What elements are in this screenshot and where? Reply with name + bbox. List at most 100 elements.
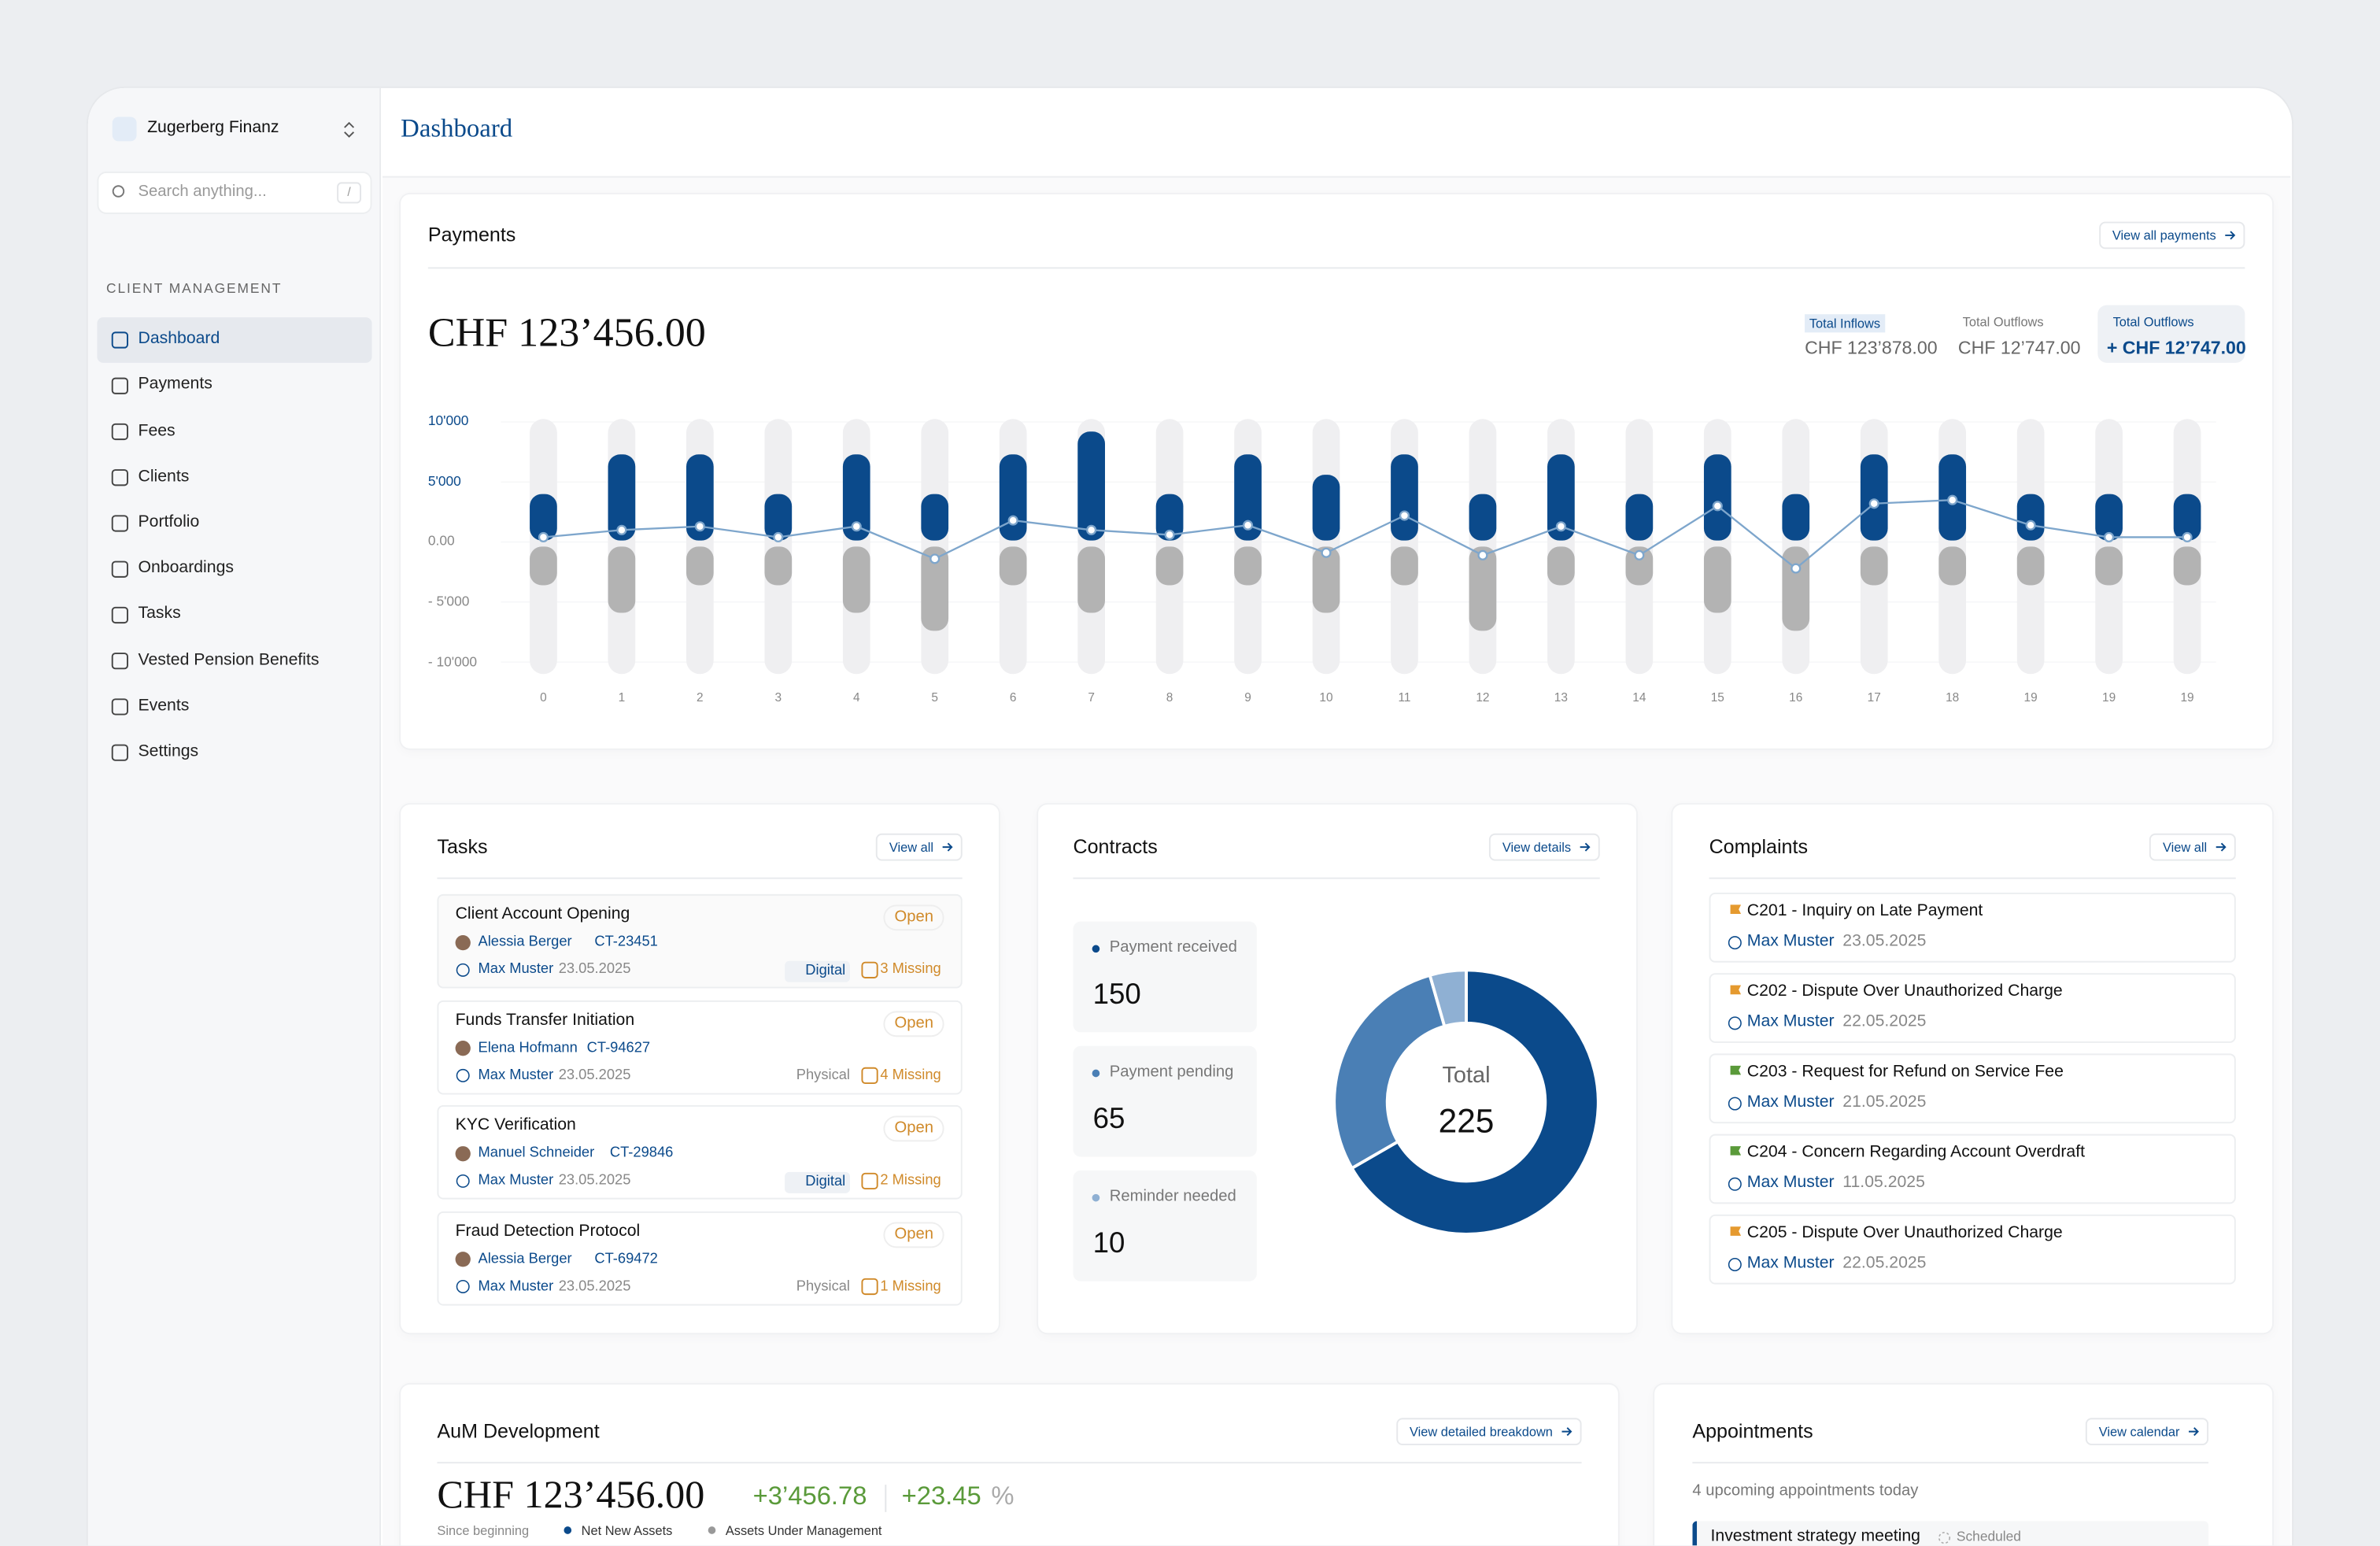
sidebar	[87, 87, 382, 1546]
complaint-item[interactable]	[1709, 892, 2236, 963]
nav-item[interactable]: Onboardings	[138, 559, 234, 578]
y-tick-label: 0.00	[427, 533, 455, 549]
card-title: AuM Development	[437, 1419, 600, 1443]
y-tick-label: 5'000	[427, 473, 461, 489]
search-box[interactable]	[97, 171, 372, 214]
complaint-date: 22.05.2025	[1842, 1254, 1927, 1273]
complaint-date: 21.05.2025	[1842, 1093, 1927, 1112]
x-tick-label: 16	[1789, 690, 1803, 705]
complaint-title: C201 - Inquiry on Late Payment	[1746, 901, 1983, 921]
divider	[437, 1462, 1582, 1464]
complaint-item[interactable]	[1709, 1214, 2236, 1285]
link-button[interactable]: View calendar	[2085, 1418, 2209, 1445]
link-button[interactable]: View all	[875, 833, 963, 861]
complaint-date: 23.05.2025	[1842, 932, 1927, 951]
card-title: Contracts	[1073, 834, 1158, 858]
task-item[interactable]	[437, 1211, 963, 1305]
contract-stat	[1073, 1045, 1257, 1157]
org-icon	[112, 117, 137, 142]
appointment-status: Scheduled	[1956, 1529, 2021, 1545]
separator	[885, 1485, 887, 1512]
card-title: Complaints	[1709, 834, 1808, 858]
link-button[interactable]: View details	[1488, 833, 1600, 861]
x-tick-label: 13	[1554, 690, 1568, 705]
x-tick-label: 4	[852, 690, 860, 705]
assignee: Max Muster	[478, 1278, 554, 1295]
task-title: Fraud Detection Protocol	[455, 1221, 641, 1241]
complaint-date: 11.05.2025	[1842, 1174, 1925, 1193]
legend-label: Net New Assets	[581, 1522, 673, 1538]
divider	[437, 877, 963, 879]
assignee: Max Muster	[478, 1067, 554, 1084]
card	[1654, 1384, 2273, 1546]
missing-docs: 2 Missing	[880, 1172, 941, 1189]
org-name: Zugerberg Finanz	[147, 118, 279, 137]
complaint-item[interactable]	[1709, 1053, 2236, 1124]
x-tick-label: 7	[1088, 690, 1095, 705]
appointments-subtitle: 4 upcoming appointments today	[1692, 1482, 1919, 1501]
stat-highlight	[2097, 305, 2245, 363]
card-title: Appointments	[1692, 1419, 1813, 1443]
complaint-item[interactable]	[1709, 973, 2236, 1043]
nav-item[interactable]: Settings	[138, 742, 199, 761]
client-id: CT-94627	[586, 1039, 651, 1056]
nav-item[interactable]: Payments	[138, 375, 213, 394]
x-tick-label: 8	[1166, 690, 1173, 705]
x-tick-label: 19	[2102, 690, 2116, 705]
client-name: Alessia Berger	[478, 934, 572, 951]
nav-item[interactable]: Fees	[138, 421, 176, 440]
task-status: Open	[884, 1222, 944, 1248]
link-button[interactable]: View all	[2149, 833, 2236, 861]
task-item[interactable]	[437, 999, 963, 1094]
link-button[interactable]: View all payments	[2098, 221, 2245, 250]
x-tick-label: 14	[1632, 690, 1646, 705]
x-tick-label: 19	[2023, 690, 2038, 705]
section-label: CLIENT MANAGEMENT	[105, 281, 283, 297]
assignee: Max Muster	[1746, 1012, 1835, 1031]
task-date: 23.05.2025	[558, 1067, 631, 1084]
appointment-item[interactable]	[1692, 1521, 2209, 1546]
stat-label: Payment pending	[1109, 1063, 1234, 1082]
divider	[1709, 877, 2236, 879]
y-tick-label: - 5'000	[427, 594, 470, 609]
x-tick-label: 12	[1476, 690, 1490, 705]
nav-item[interactable]: Vested Pension Benefits	[138, 650, 320, 669]
stat-value: 150	[1092, 979, 1141, 1012]
legend-label: Assets Under Management	[725, 1522, 882, 1538]
complaint-item[interactable]	[1709, 1134, 2236, 1204]
task-date: 23.05.2025	[558, 1172, 631, 1189]
stat-label: Total Outflows	[1962, 313, 2044, 329]
card-title: Payments	[427, 223, 516, 246]
stat-value: + CHF 12’747.00	[2106, 336, 2246, 358]
card	[401, 804, 999, 1333]
channel: Physical	[796, 1278, 850, 1295]
link-button[interactable]: View detailed breakdown	[1395, 1418, 1582, 1445]
missing-docs: 4 Missing	[880, 1067, 941, 1084]
task-status: Open	[884, 1011, 944, 1037]
contract-stat	[1073, 1170, 1257, 1282]
card-title: Tasks	[437, 834, 488, 858]
stat-label: Payment received	[1109, 938, 1237, 957]
x-tick-label: 1	[618, 690, 626, 705]
complaint-date: 22.05.2025	[1842, 1012, 1927, 1031]
x-tick-label: 11	[1398, 690, 1411, 705]
assignee: Max Muster	[1746, 932, 1835, 951]
complaint-title: C205 - Dispute Over Unauthorized Charge	[1746, 1223, 2063, 1242]
nav-item[interactable]: Tasks	[138, 605, 181, 623]
payments-total: CHF 123’456.00	[427, 309, 706, 356]
channel: Physical	[796, 1067, 850, 1084]
x-tick-label: 15	[1710, 690, 1724, 705]
nav-item[interactable]: Portfolio	[138, 512, 200, 531]
nav-item[interactable]: Clients	[138, 467, 190, 486]
x-tick-label: 2	[697, 690, 704, 705]
nav-item[interactable]: Events	[138, 696, 190, 715]
stat-value: CHF 12’747.00	[1957, 336, 2081, 358]
assignee: Max Muster	[478, 960, 554, 978]
y-tick-label: - 10'000	[427, 653, 478, 669]
channel: Digital	[784, 1172, 850, 1193]
complaint-title: C203 - Request for Refund on Service Fee	[1746, 1063, 2064, 1082]
nav-item[interactable]: Dashboard	[138, 329, 220, 348]
task-item[interactable]	[437, 1104, 963, 1200]
